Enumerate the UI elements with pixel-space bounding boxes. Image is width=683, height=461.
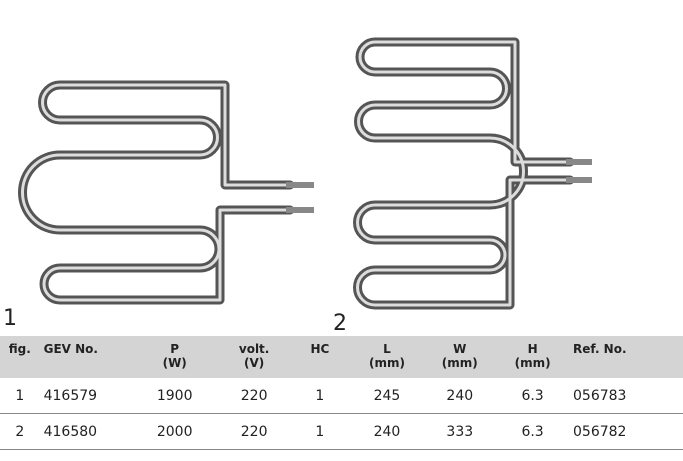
header-cell: HC bbox=[289, 336, 351, 378]
table-cell: 245 bbox=[350, 378, 424, 414]
table-cell: 240 bbox=[350, 413, 424, 450]
table-cell: 220 bbox=[219, 378, 290, 414]
header-name: P bbox=[170, 342, 180, 356]
table-cell: 6.3 bbox=[496, 413, 569, 450]
table-cell: 056783 bbox=[569, 378, 683, 414]
header-name: W bbox=[453, 342, 467, 356]
table-cell: 220 bbox=[219, 413, 290, 450]
table-cell: 6.3 bbox=[496, 378, 569, 414]
table-row: 2 416580 2000 220 1 240 333 6.3 056782 bbox=[0, 413, 683, 450]
header-unit: (V) bbox=[243, 356, 265, 370]
header-cell: W (mm) bbox=[423, 336, 497, 378]
table-cell: 416579 bbox=[39, 378, 131, 414]
table-cell: 2 bbox=[0, 413, 40, 450]
header-name: HC bbox=[310, 342, 330, 356]
table-cell: 1 bbox=[289, 378, 351, 414]
table-cell: 2000 bbox=[130, 413, 220, 450]
header-unit: (mm) bbox=[441, 356, 478, 370]
table-cell: 1 bbox=[0, 378, 40, 414]
header-cell: Ref. No. bbox=[569, 336, 683, 378]
header-cell: GEV No. bbox=[39, 336, 131, 378]
header-cell: P (W) bbox=[130, 336, 220, 378]
header-name: H bbox=[527, 342, 538, 356]
spec-table: fig. GEV No. P (W) volt. (V) HC L (mm) W (mm) H (mm)… bbox=[0, 336, 683, 450]
heating-element-1 bbox=[18, 80, 314, 305]
header-name: fig. bbox=[8, 342, 31, 356]
header-cell: volt. (V) bbox=[219, 336, 290, 378]
header-name: volt. bbox=[238, 342, 270, 356]
product-images: 1 2 bbox=[3, 37, 592, 336]
table-cell: 1 bbox=[289, 413, 351, 450]
table-cell: 333 bbox=[423, 413, 497, 450]
header-cell: L (mm) bbox=[350, 336, 424, 378]
header-name: GEV No. bbox=[43, 342, 98, 356]
header-cell: fig. bbox=[0, 336, 40, 378]
figure-label: 2 bbox=[333, 311, 347, 336]
table-cell: 240 bbox=[423, 378, 497, 414]
header-name: Ref. No. bbox=[573, 342, 627, 356]
header-name: L bbox=[383, 342, 391, 356]
table-cell: 416580 bbox=[39, 413, 131, 450]
table-row: 1 416579 1900 220 1 245 240 6.3 056783 bbox=[0, 378, 683, 414]
header-row: fig. GEV No. P (W) volt. (V) HC L (mm) W (mm) H (mm)… bbox=[0, 336, 683, 378]
header-unit: (mm) bbox=[368, 356, 405, 370]
header-unit: (mm) bbox=[514, 356, 551, 370]
figure-label: 1 bbox=[3, 306, 17, 331]
table-cell: 056782 bbox=[569, 413, 683, 450]
table-cell: 1900 bbox=[130, 378, 220, 414]
heating-element-2 bbox=[353, 37, 592, 310]
header-cell: H (mm) bbox=[496, 336, 569, 378]
header-unit: (W) bbox=[162, 356, 187, 370]
